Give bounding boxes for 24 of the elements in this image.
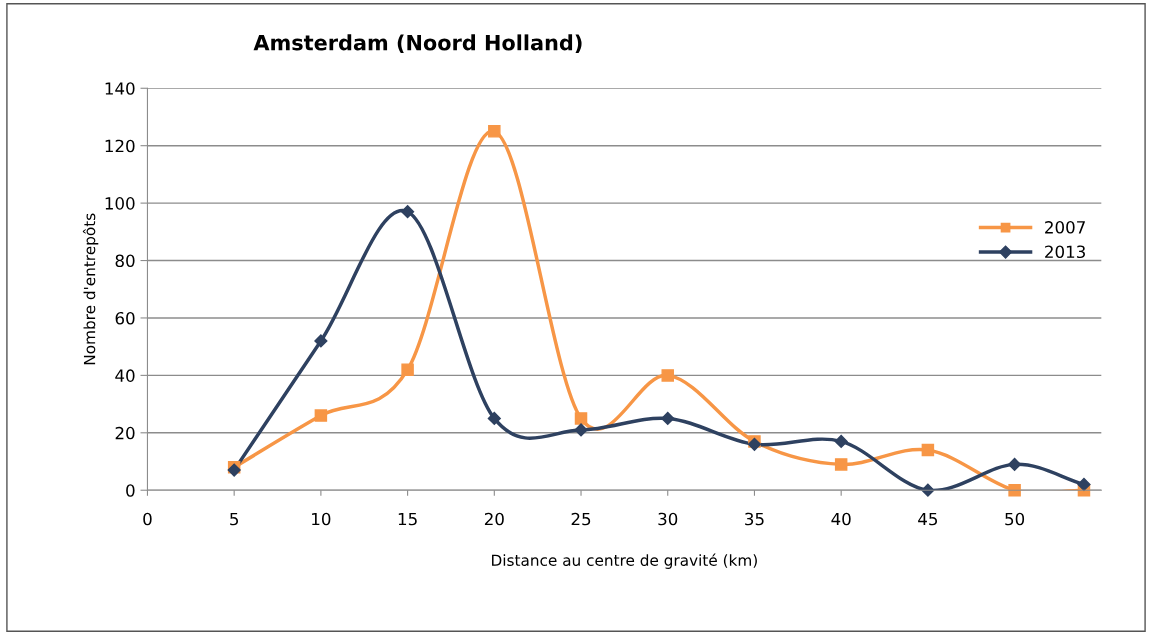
y-tick-label: 20 — [115, 426, 135, 440]
legend-label: 2007 — [1045, 221, 1085, 234]
x-tick-label: 30 — [658, 512, 678, 526]
x-tick-label: 5 — [230, 512, 239, 526]
y-axis-title: Nombre d'entrepôts — [82, 213, 99, 365]
y-tick-label: 120 — [105, 139, 135, 153]
legend-label: 2013 — [1045, 245, 1085, 259]
y-tick-label: 60 — [115, 311, 135, 325]
y-tick-label: 140 — [105, 82, 135, 95]
x-tick-label: 20 — [484, 512, 504, 526]
x-tick-label: 40 — [831, 512, 851, 526]
chart-title: Amsterdam (Noord Holland) — [253, 34, 582, 53]
y-tick-label: 40 — [115, 369, 135, 382]
x-tick-label: 25 — [571, 512, 591, 526]
x-tick-label: 45 — [918, 512, 938, 526]
x-tick-label: 0 — [143, 512, 152, 526]
x-tick-label: 10 — [312, 512, 331, 526]
y-tick-label: 100 — [105, 197, 135, 210]
y-tick-label: 0 — [126, 484, 135, 497]
y-tick-label: 80 — [115, 254, 135, 268]
x-tick-label: 50 — [1005, 512, 1025, 526]
x-tick-label: 15 — [398, 512, 417, 526]
x-axis-title: Distance au centre de gravité (km) — [492, 553, 757, 569]
x-tick-label: 35 — [745, 512, 764, 526]
